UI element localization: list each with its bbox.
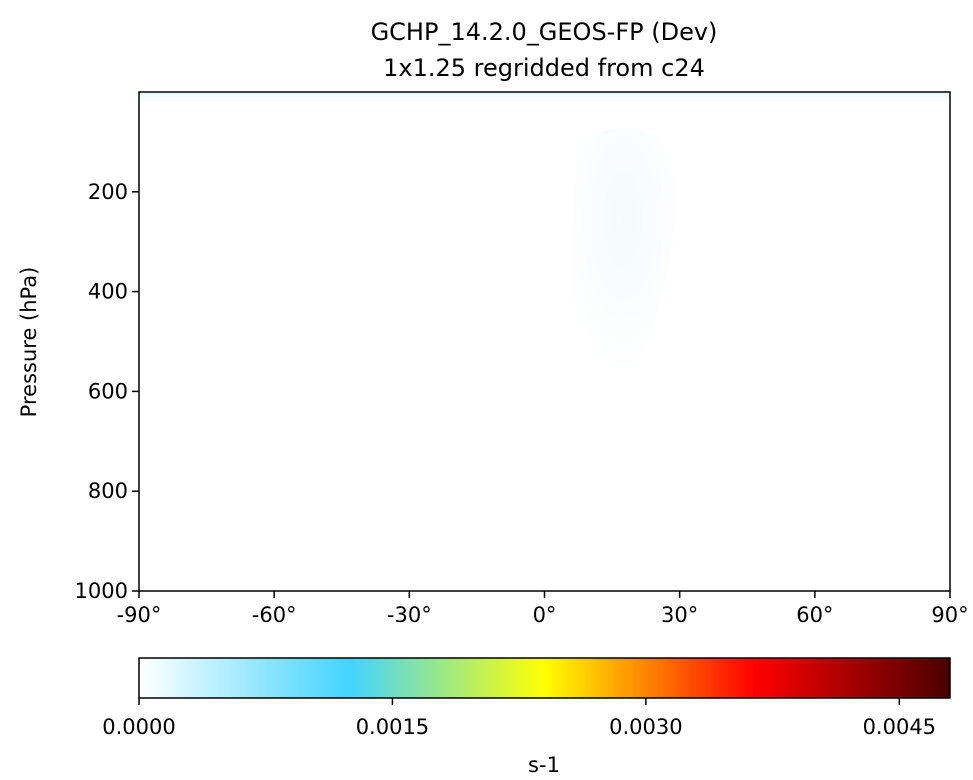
x-tick-label: -90° [117,603,162,627]
x-tick-label: 30° [661,603,698,627]
y-tick-label: 1000 [75,579,128,603]
colorbar-tick-label: 0.0045 [863,715,936,739]
colorbar-gradient [138,657,951,699]
colorbar-label: s-1 [528,753,560,777]
y-tick-label: 600 [88,379,128,403]
colorbar-tick-label: 0.0000 [102,715,175,739]
y-axis-label: Pressure (hPa) [17,267,41,418]
x-tick-label: 90° [931,603,968,627]
colorbar-ticks: 0.0000 0.0015 0.0030 0.0045 [102,698,936,739]
colorbar-tick-label: 0.0030 [609,715,682,739]
y-axis: 200 400 600 800 1000 [75,180,139,603]
y-tick-label: 200 [88,180,128,204]
y-tick-label: 800 [88,479,128,503]
tropical-plume [570,127,677,390]
plot-area [138,91,951,592]
x-tick-label: -30° [387,603,432,627]
chart-subtitle: 1x1.25 regridded from c24 [383,54,705,82]
x-tick-label: -60° [252,603,297,627]
colorbar-tick-label: 0.0015 [356,715,429,739]
colorbar: 0.0000 0.0015 0.0030 0.0045 s-1 [102,657,951,777]
chart-title: GCHP_14.2.0_GEOS-FP (Dev) [371,18,718,46]
y-tick-label: 400 [88,280,128,304]
x-tick-label: 60° [796,603,833,627]
x-axis: -90° -60° -30° 0° 30° 60° 90° [117,591,969,627]
upper-atmosphere-band [139,92,950,102]
x-tick-label: 0° [533,603,557,627]
plot-background [139,92,950,591]
